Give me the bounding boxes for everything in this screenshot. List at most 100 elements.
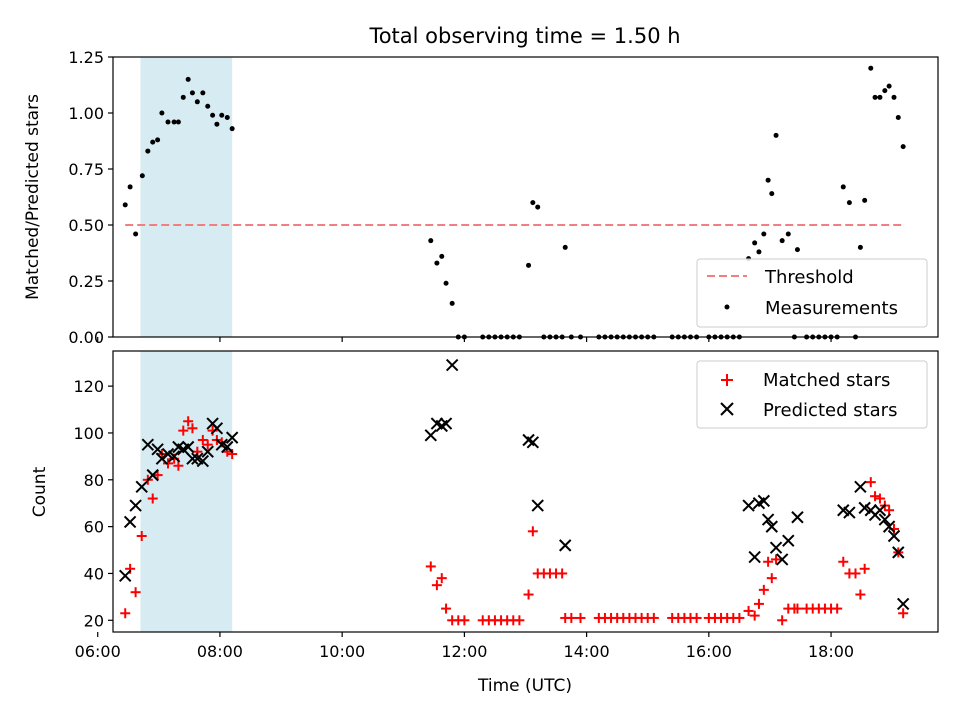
matched-star-point <box>771 554 782 565</box>
predicted-star-point <box>186 452 199 465</box>
bottom-legend: Matched stars Predicted stars <box>696 360 928 429</box>
matched-star-point <box>431 580 442 591</box>
measurement-point <box>133 231 139 237</box>
measurement-point <box>857 244 863 250</box>
measurement-point <box>159 110 165 116</box>
matched-star-point <box>648 612 659 623</box>
predicted-star-point <box>201 445 214 458</box>
top-plot-frame <box>112 56 939 338</box>
predicted-star-point <box>769 541 783 554</box>
predicted-star-point <box>210 422 224 435</box>
measurement-point <box>840 184 846 190</box>
matched-star-point <box>789 603 800 614</box>
predicted-star-point <box>878 513 892 526</box>
bottom-x-axis-label: Time (UTC) <box>477 676 572 696</box>
matched-star-point <box>691 612 702 623</box>
measurement-point <box>224 114 230 120</box>
matched-star-point <box>136 530 147 541</box>
top-shaded-span <box>140 57 233 337</box>
measurement-point <box>761 231 767 237</box>
matched-star-point <box>178 425 189 436</box>
predicted-star-point <box>439 417 453 430</box>
matched-star-point <box>557 568 568 579</box>
predicted-star-point <box>123 515 137 529</box>
measurement-point <box>214 121 220 127</box>
measurement-point <box>122 202 128 208</box>
top-y-axis: 0.00 0.25 0.50 0.75 1.00 1.25 <box>68 48 113 347</box>
matched-star-point <box>425 561 436 572</box>
predicted-star-point <box>119 569 132 583</box>
bottom-y-tick-label: 40 <box>84 564 104 583</box>
measurement-point <box>155 137 161 143</box>
predicted-star-point <box>424 429 437 442</box>
bottom-x-tick-label: 16:00 <box>686 642 732 661</box>
legend-measurements-swatch <box>724 304 730 310</box>
measurement-point <box>562 244 568 250</box>
predicted-star-point <box>559 539 572 552</box>
matched-star-point <box>743 605 754 616</box>
matched-star-point <box>197 434 208 445</box>
measurement-point <box>205 103 211 109</box>
bottom-shaded-span <box>140 351 233 632</box>
matched-star-point <box>753 598 764 609</box>
matched-star-point <box>173 460 184 471</box>
bottom-x-axis: 06:00 08:00 10:00 12:00 14:00 16:00 18:00 <box>75 632 854 661</box>
bottom-x-tick-label: 10:00 <box>319 642 365 661</box>
measurement-point <box>526 262 532 268</box>
bottom-y-tick-label: 80 <box>84 471 104 490</box>
bottom-x-tick-label: 12:00 <box>441 642 487 661</box>
measurement-point <box>779 238 785 244</box>
measurement-point <box>175 119 181 125</box>
predicted-star-point <box>854 480 867 494</box>
legend-predicted-swatch <box>720 402 734 416</box>
measurement-point <box>891 94 897 100</box>
measurement-point <box>765 177 771 183</box>
matched-star-point <box>850 568 861 579</box>
matched-star-point <box>884 505 895 516</box>
measurement-point <box>773 132 779 138</box>
top-x-axis <box>97 337 832 342</box>
matched-star-point <box>183 416 194 427</box>
measurement-point <box>171 119 177 125</box>
predicted-star-point <box>445 358 459 372</box>
legend-predicted-label: Predicted stars <box>763 400 897 421</box>
bottom-legend-box <box>696 360 928 429</box>
predicted-star-point <box>742 499 755 512</box>
measurement-point <box>785 231 791 237</box>
bottom-y-axis-label: Count <box>30 466 50 517</box>
matched-star-point <box>163 458 173 469</box>
legend-threshold-label: Threshold <box>764 267 854 288</box>
top-legend: Threshold Measurements <box>696 258 928 328</box>
matched-star-point <box>749 610 760 621</box>
predicted-star-point <box>748 550 761 564</box>
top-y-tick-label: 1.00 <box>68 104 104 123</box>
measurement-point <box>428 238 434 244</box>
measurement-point <box>886 83 892 89</box>
predicted-star-point <box>782 534 795 547</box>
measurement-points <box>122 65 906 340</box>
bottom-y-tick-label: 120 <box>73 377 104 396</box>
measurement-point <box>189 90 195 96</box>
measurement-point <box>769 191 775 197</box>
measurement-point <box>434 260 440 266</box>
predicted-star-point <box>526 436 540 449</box>
measurement-point <box>200 90 206 96</box>
bottom-x-tick-label: 08:00 <box>197 642 243 661</box>
top-chart-title: Total observing time = 1.50 h <box>368 24 680 48</box>
measurement-point <box>868 65 874 71</box>
bottom-span-rect <box>140 351 233 632</box>
top-chart: Total observing time = 1.50 h 0.000.250.… <box>23 24 939 347</box>
measurement-point <box>210 112 216 118</box>
predicted-star-point <box>167 450 181 463</box>
top-y-tick-label: 0.50 <box>68 216 104 235</box>
bottom-chart: 20 40 60 80 100 120 06:00 08:00 10:00 12:00 14:00… <box>30 350 939 696</box>
predicted-star-point <box>531 499 544 512</box>
measurement-point <box>794 247 800 253</box>
bottom-plot-frame <box>112 350 939 633</box>
matched-star-point <box>120 608 131 619</box>
matched-star-point <box>566 612 577 623</box>
predicted-star-point <box>892 546 905 559</box>
predicted-star-point <box>225 431 239 444</box>
top-y-axis-label: Matched/Predicted stars <box>23 94 43 300</box>
